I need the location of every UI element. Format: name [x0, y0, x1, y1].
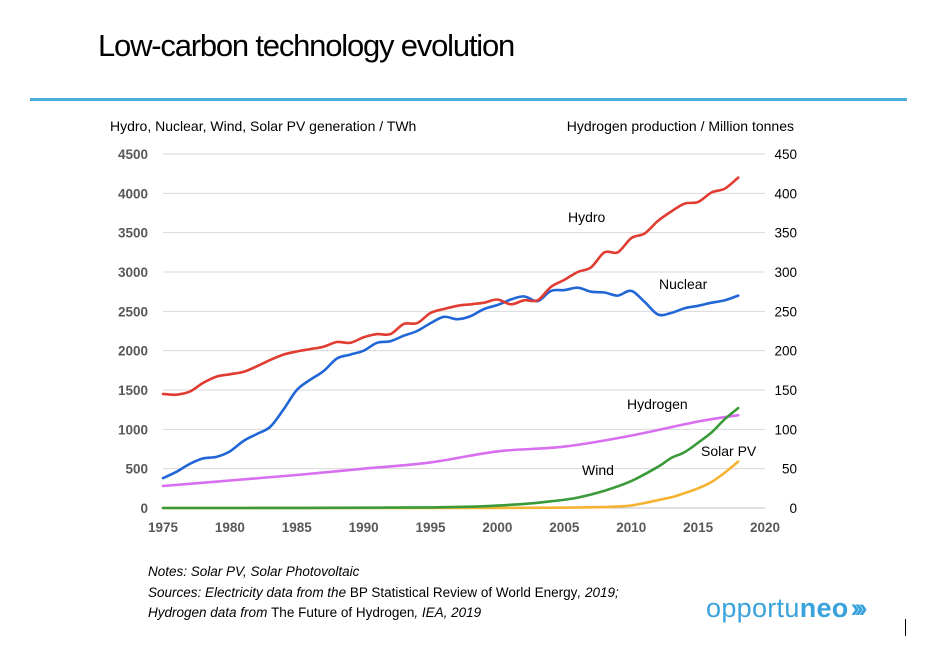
y-left-tick-label: 4000 [118, 186, 148, 201]
series-line-hydrogen [161, 413, 740, 488]
logo-text-bold: neo [799, 593, 849, 623]
sources-title: BP Statistical Review of World Energy [349, 584, 578, 600]
y-right-tick-label: 200 [774, 344, 797, 359]
hydrogen-source-line: Hydrogen data from The Future of Hydroge… [148, 603, 619, 624]
x-tick-label: 1975 [148, 520, 179, 535]
y-right-tick-label: 450 [774, 147, 797, 162]
y-left-tick-label: 1500 [118, 383, 148, 398]
sources-suffix: , 2019; [577, 584, 619, 600]
x-tick-label: 1990 [349, 520, 379, 535]
y-left-tick-label: 4500 [118, 147, 148, 162]
notes-line: Notes: Solar PV, Solar Photovoltaic [148, 564, 360, 579]
slide-title: Low-carbon technology evolution [98, 28, 515, 63]
brand-logo: opportuneo››› [706, 593, 868, 624]
sources-line: Sources: Electricity data from the BP St… [148, 583, 619, 604]
y-right-tick-label: 100 [774, 422, 797, 437]
logo-text-light: opportu [706, 593, 800, 623]
chevrons-icon: ››› [850, 593, 868, 623]
title-divider [30, 98, 907, 101]
y-right-tick-label: 400 [774, 186, 797, 201]
y-right-tick-label: 50 [782, 462, 797, 477]
chart-notes: Notes: Solar PV, Solar Photovoltaic Sour… [148, 562, 619, 624]
hydrogen-source-prefix: Hydrogen data from [148, 605, 272, 620]
series-label-hydro: Hydro [568, 209, 606, 225]
x-tick-label: 1995 [416, 520, 447, 535]
series-label-solar-pv: Solar PV [701, 443, 757, 459]
x-tick-label: 2005 [549, 520, 580, 535]
x-tick-label: 2000 [482, 520, 512, 535]
y-right-tick-label: 350 [774, 226, 797, 241]
y-right-tick-label: 250 [774, 304, 797, 319]
y-right-tick-label: 150 [774, 383, 797, 398]
x-tick-label: 2010 [616, 520, 646, 535]
left-axis-label: Hydro, Nuclear, Wind, Solar PV generatio… [110, 118, 416, 134]
y-left-tick-label: 1000 [118, 422, 148, 437]
x-tick-label: 1985 [282, 520, 313, 535]
series-line-hydro [161, 176, 740, 397]
series-labels: Hydrogen Solar PV Wind Nuclear Hydro [568, 209, 757, 478]
y-right-tick-label: 300 [774, 265, 797, 280]
x-tick-label: 2015 [683, 520, 714, 535]
y-left-tick-label: 3500 [118, 226, 148, 241]
y-left-tick-label: 0 [140, 501, 148, 516]
axes: 0 500 1000 1500 2000 2500 3000 3500 4000 4500 0 50 1… [118, 147, 797, 535]
line-chart: Hydro, Nuclear, Wind, Solar PV generatio… [110, 118, 797, 535]
hydrogen-source-title: The Future of Hydrogen [271, 605, 415, 620]
series-lines [161, 176, 740, 510]
series-label-hydrogen: Hydrogen [627, 396, 688, 412]
right-axis-label: Hydrogen production / Million tonnes [567, 118, 794, 134]
x-tick-label: 1980 [215, 520, 245, 535]
y-left-tick-label: 2500 [118, 304, 148, 319]
series-label-nuclear: Nuclear [659, 276, 708, 292]
y-right-tick-label: 0 [789, 501, 797, 516]
series-line-wind [161, 406, 740, 510]
y-left-tick-label: 3000 [118, 265, 148, 280]
y-left-tick-label: 500 [125, 462, 148, 477]
series-line-nuclear [161, 286, 740, 480]
hydrogen-source-suffix: , IEA, 2019 [414, 605, 482, 620]
sources-prefix: Sources: Electricity data from the [148, 584, 350, 600]
series-label-wind: Wind [582, 462, 614, 478]
text-cursor [905, 619, 906, 636]
y-left-tick-label: 2000 [118, 344, 148, 359]
x-tick-label: 2020 [750, 520, 780, 535]
